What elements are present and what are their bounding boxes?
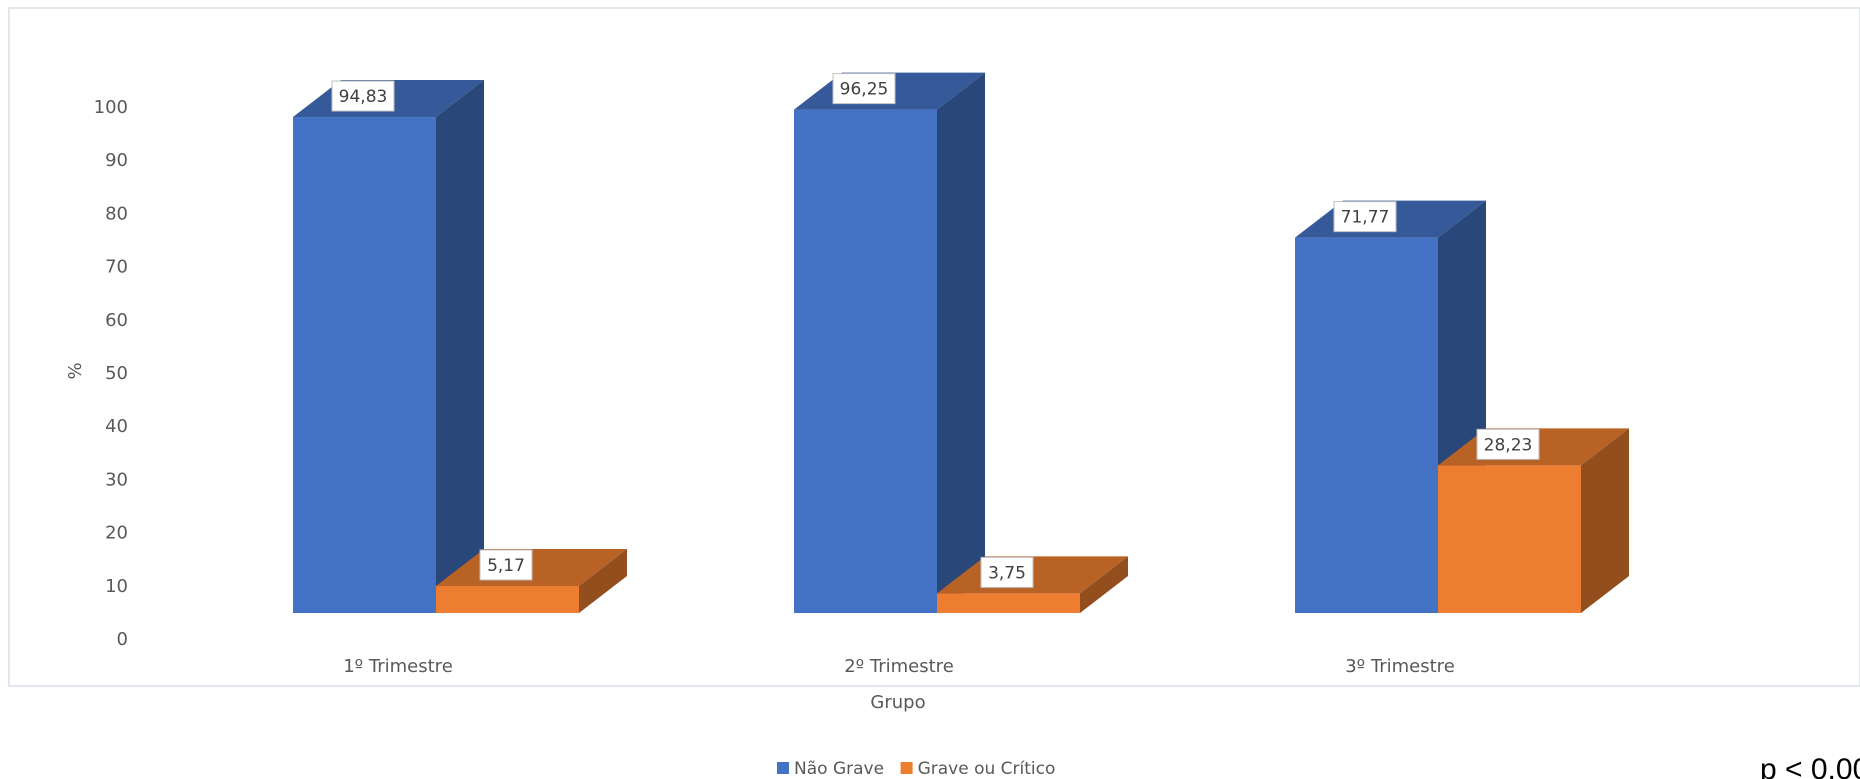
y-tick-label: 20: [105, 523, 128, 544]
bar: [293, 80, 484, 614]
data-label-box: [980, 556, 1034, 588]
data-label-text: 94,83: [339, 87, 388, 107]
legend-entry: Não Grave: [794, 759, 884, 779]
legend-swatch: [900, 762, 913, 774]
bar-front-face: [436, 585, 579, 613]
x-tick-label: 3º Trimestre: [1345, 656, 1455, 677]
x-tick-label: 2º Trimestre: [844, 656, 954, 677]
legend-swatch: [777, 762, 789, 774]
bar-side-face: [436, 80, 484, 613]
data-label: 3,75: [980, 556, 1034, 588]
bar-side-face: [579, 548, 627, 613]
data-label-box: [1333, 201, 1397, 233]
y-tick-label: 40: [105, 416, 128, 437]
data-label-text: 3,75: [988, 563, 1026, 583]
legend-entry: Grave ou Crítico: [918, 759, 1056, 779]
y-axis-label: %: [65, 362, 86, 379]
x-axis: 1º Trimestre 2º Trimestre 3º Trimestre: [343, 656, 1455, 677]
bar-side-face: [937, 72, 985, 614]
bar-front-face: [1438, 465, 1581, 613]
data-label-box: [832, 73, 896, 105]
bar-front-face: [794, 109, 937, 614]
data-label-text: 28,23: [1484, 435, 1533, 455]
bar: [794, 72, 985, 614]
bar-side-face: [1080, 556, 1128, 613]
x-tick-label: 1º Trimestre: [343, 656, 453, 677]
data-label-text: 71,77: [1341, 208, 1390, 228]
y-tick-label: 90: [105, 150, 128, 171]
y-tick-label: 10: [105, 576, 128, 597]
bars: 94,83 5,17 96,25 3,75 71,77 28,23: [293, 72, 1629, 614]
data-label: 5,17: [479, 549, 533, 581]
y-tick-label: 30: [105, 469, 128, 490]
bar-front-face: [937, 593, 1080, 613]
bar-front-face: [293, 117, 436, 614]
y-axis: 0 10 20 30 40 50 60 70 80 90 100: [94, 97, 128, 650]
data-label: 28,23: [1476, 428, 1540, 460]
data-label-box: [331, 80, 395, 112]
data-label-box: [479, 549, 533, 581]
y-tick-label: 100: [94, 97, 128, 118]
x-axis-label: Grupo: [870, 692, 925, 713]
legend: Não Grave Grave ou Crítico: [777, 759, 1055, 779]
y-tick-label: 0: [117, 629, 128, 650]
data-label: 71,77: [1333, 201, 1397, 233]
data-label: 96,25: [832, 73, 896, 105]
y-tick-label: 80: [105, 203, 128, 224]
y-tick-label: 60: [105, 310, 128, 331]
y-tick-label: 70: [105, 257, 128, 278]
data-label-text: 96,25: [840, 80, 889, 100]
data-label-box: [1476, 428, 1540, 460]
data-label-text: 5,17: [487, 556, 525, 576]
data-label: 94,83: [331, 80, 395, 112]
y-tick-label: 50: [105, 363, 128, 384]
bar-side-face: [1581, 428, 1629, 613]
bar-front-face: [1295, 237, 1438, 614]
p-value-annotation: p < 0.0001.: [1760, 753, 1860, 779]
